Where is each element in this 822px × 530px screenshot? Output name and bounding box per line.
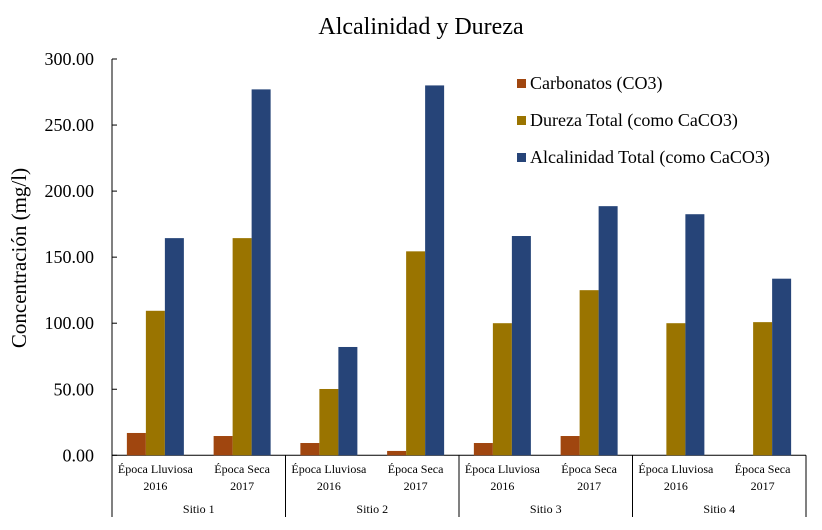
bar-1 bbox=[213, 436, 233, 456]
category-label-line2: 2017 bbox=[751, 479, 775, 493]
bar-2 bbox=[319, 388, 339, 456]
y-tick-label: 100.00 bbox=[45, 313, 95, 333]
y-tick-label: 200.00 bbox=[45, 181, 95, 201]
legend-swatch bbox=[517, 79, 526, 88]
bar-3 bbox=[511, 236, 531, 456]
category-label-line2: 2017 bbox=[230, 479, 254, 493]
category-label-line1: Época Lluviosa bbox=[291, 462, 367, 476]
group-label: Sitio 3 bbox=[530, 502, 562, 516]
bar-1 bbox=[126, 432, 146, 456]
bar-1 bbox=[473, 443, 493, 456]
y-tick-label: 250.00 bbox=[45, 115, 95, 135]
legend-label: Carbonatos (CO3) bbox=[530, 73, 662, 94]
category-label-line1: Época Seca bbox=[735, 462, 791, 476]
category-label-line2: 2017 bbox=[404, 479, 428, 493]
category-label-line1: Época Seca bbox=[561, 462, 617, 476]
bar-2 bbox=[753, 322, 773, 456]
y-tick-label: 300.00 bbox=[45, 49, 95, 69]
category-label-line1: Época Seca bbox=[388, 462, 444, 476]
bar-3 bbox=[164, 238, 184, 456]
y-axis-label: Concentración (mg/l) bbox=[7, 168, 31, 348]
category-label-line1: Época Lluviosa bbox=[118, 462, 194, 476]
bar-3 bbox=[338, 346, 358, 456]
bar-2 bbox=[579, 290, 599, 456]
legend-label: Dureza Total (como CaCO3) bbox=[530, 110, 738, 131]
category-label-line2: 2016 bbox=[664, 479, 688, 493]
category-label-line2: 2016 bbox=[143, 479, 167, 493]
y-tick-label: 50.00 bbox=[54, 379, 95, 399]
bar-3 bbox=[598, 206, 618, 456]
category-label-line1: Época Lluviosa bbox=[465, 462, 541, 476]
group-label: Sitio 1 bbox=[183, 502, 215, 516]
y-tick-label: 0.00 bbox=[63, 445, 95, 465]
category-label-line1: Época Lluviosa bbox=[638, 462, 714, 476]
category-label-line2: 2016 bbox=[490, 479, 514, 493]
bar-2 bbox=[406, 251, 426, 456]
legend-swatch bbox=[517, 116, 526, 125]
category-label-line1: Época Seca bbox=[214, 462, 270, 476]
group-label: Sitio 4 bbox=[703, 502, 735, 516]
bar-3 bbox=[425, 85, 445, 456]
bar-3 bbox=[251, 89, 271, 456]
bar-2 bbox=[145, 310, 165, 456]
legend-label: Alcalinidad Total (como CaCO3) bbox=[530, 147, 770, 168]
y-tick-label: 150.00 bbox=[45, 247, 95, 267]
bar-1 bbox=[387, 450, 407, 456]
bar-1 bbox=[300, 443, 320, 456]
chart-title: Alcalinidad y Dureza bbox=[318, 14, 524, 40]
bar-2 bbox=[666, 323, 686, 456]
bar-1 bbox=[560, 436, 580, 456]
bar-2 bbox=[492, 323, 512, 456]
category-label-line2: 2017 bbox=[577, 479, 601, 493]
bar-3 bbox=[685, 214, 705, 456]
legend-swatch bbox=[517, 153, 526, 162]
group-label: Sitio 2 bbox=[356, 502, 388, 516]
bar-3 bbox=[772, 278, 792, 456]
category-label-line2: 2016 bbox=[317, 479, 341, 493]
bar-2 bbox=[232, 238, 252, 456]
